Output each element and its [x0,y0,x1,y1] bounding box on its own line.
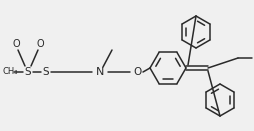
Text: O: O [12,39,20,49]
Text: CH₃: CH₃ [2,67,18,77]
Text: O: O [133,67,141,77]
Text: S: S [25,67,31,77]
Text: N: N [96,67,104,77]
Text: S: S [42,67,49,77]
Text: O: O [36,39,44,49]
